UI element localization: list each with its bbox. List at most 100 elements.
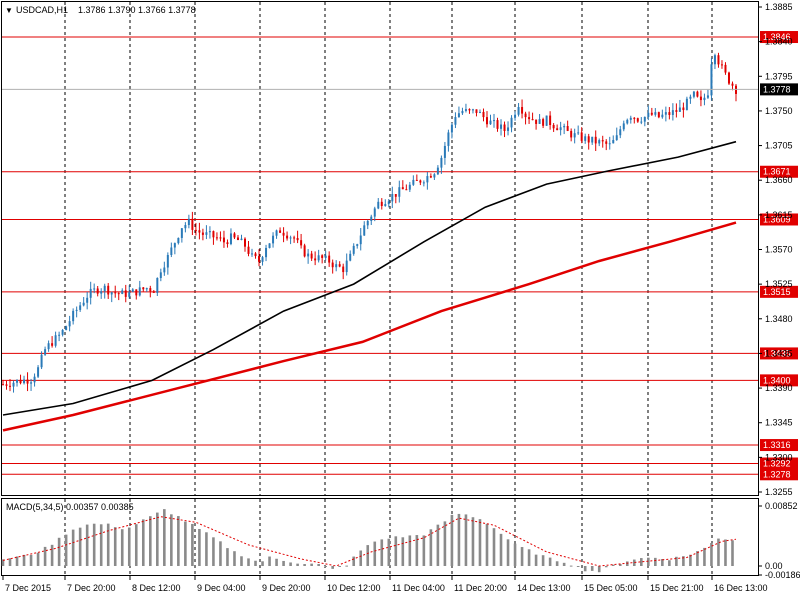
macd-bar — [261, 561, 264, 566]
macd-bar — [366, 545, 370, 566]
candle-body — [710, 64, 713, 96]
candle-body — [443, 145, 446, 158]
price-tick-label: 1.3840 — [765, 37, 793, 47]
candle-body — [415, 179, 418, 181]
candle-body — [647, 112, 650, 117]
macd-bar — [654, 557, 657, 566]
current-price-tag — [760, 83, 798, 96]
macd-bar — [205, 532, 208, 566]
candle-body — [89, 288, 92, 298]
macd-bar — [485, 523, 489, 566]
candle-body — [296, 238, 299, 241]
candle-body — [689, 96, 692, 99]
candle-body — [629, 117, 632, 120]
candle-body — [335, 264, 338, 268]
candle-body — [450, 124, 453, 133]
candle-body — [496, 120, 499, 129]
time-tick-label: 11 Dec 04:00 — [392, 583, 445, 593]
candle-body — [79, 305, 82, 310]
price-axis: 1.38851.38401.37951.37501.37051.36601.36… — [758, 2, 798, 497]
candle-body — [222, 237, 225, 243]
level-tag — [760, 213, 798, 226]
candle-body — [587, 136, 590, 143]
candle-body — [703, 97, 706, 101]
candle-body — [184, 225, 187, 229]
macd-bar — [604, 566, 608, 568]
candle-body — [419, 180, 422, 183]
level-tag — [760, 439, 798, 452]
macd-bar — [22, 554, 26, 566]
candle-body — [633, 117, 636, 119]
candle-body — [401, 187, 404, 190]
macd-bar — [106, 523, 110, 566]
macd-bar — [254, 560, 257, 566]
candle-body — [342, 266, 345, 273]
macd-bar — [331, 566, 334, 569]
candle-body — [398, 187, 401, 197]
candle-body — [314, 258, 317, 261]
candle-body — [107, 285, 110, 295]
level-tag — [760, 374, 798, 387]
candle-body — [26, 379, 29, 384]
candle-body — [573, 133, 576, 138]
candle-body — [194, 229, 197, 231]
macd-bar — [597, 566, 601, 573]
price-tick-label: 1.3525 — [765, 279, 793, 289]
candle-body — [394, 194, 397, 197]
candle-body — [615, 135, 618, 140]
candle-body — [100, 291, 103, 294]
macd-bar — [478, 519, 482, 566]
macd-tick-label: 0.00 — [765, 561, 783, 571]
candle-body — [240, 238, 243, 241]
macd-bar — [113, 527, 117, 566]
candle-body — [478, 111, 481, 113]
level-tag-label: 1.3400 — [763, 375, 791, 385]
dropdown-arrow-icon[interactable]: ▼ — [5, 6, 13, 15]
macd-bar — [506, 539, 510, 566]
candle-body — [724, 64, 727, 73]
candle-body — [436, 167, 439, 175]
macd-bar — [513, 543, 517, 566]
macd-bar — [569, 565, 573, 567]
candle-body — [226, 242, 229, 245]
candle-body — [324, 255, 327, 258]
candle-body — [131, 289, 134, 292]
macd-bar — [282, 560, 285, 566]
candle-body — [128, 291, 131, 297]
candle-body — [180, 228, 183, 238]
level-tag — [760, 468, 798, 481]
horizontal-levels: 1.38461.36711.36091.35151.34351.34001.33… — [2, 31, 798, 481]
candle-body — [696, 91, 699, 97]
candle-body — [229, 233, 232, 245]
candle-body — [422, 182, 425, 184]
candle-body — [103, 285, 106, 292]
macd-bar — [1, 559, 5, 566]
candle-body — [485, 117, 488, 125]
candle-body — [387, 201, 390, 205]
macd-bar — [408, 535, 412, 566]
candle-body — [493, 120, 496, 122]
macd-bar — [415, 535, 419, 566]
candle-body — [699, 96, 702, 101]
level-tag — [760, 347, 798, 360]
candle-body — [258, 256, 261, 262]
macd-signal-line — [2, 516, 737, 567]
macd-bar — [359, 550, 363, 566]
candle-body — [9, 385, 12, 387]
candle-body — [247, 246, 250, 254]
candle-body — [212, 231, 215, 238]
candle-body — [65, 326, 68, 330]
macd-bar — [141, 519, 145, 566]
candle-body — [135, 289, 138, 296]
level-tag — [760, 31, 798, 44]
macd-bar — [562, 562, 566, 566]
macd-bar — [471, 517, 475, 566]
candle-body — [96, 288, 99, 294]
time-tick-label: 8 Dec 12:00 — [132, 583, 181, 593]
candle-body — [251, 253, 254, 255]
macd-bar — [233, 551, 236, 566]
candle-body — [482, 111, 485, 118]
candle-body — [47, 343, 50, 350]
macd-bar — [457, 513, 461, 566]
